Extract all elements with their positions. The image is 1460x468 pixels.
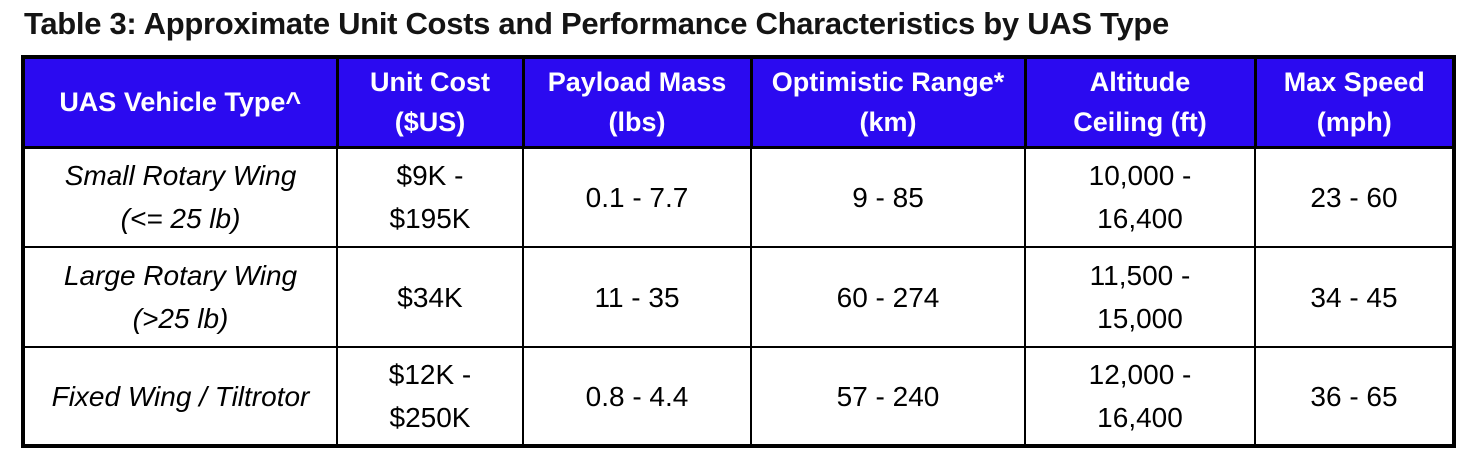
- altitude-ceiling-value: 16,400: [1097, 402, 1183, 433]
- vehicle-type-qualifier: (>25 lb): [132, 303, 229, 334]
- cell-altitude-ceiling: 11,500 - 15,000: [1024, 246, 1256, 348]
- cell-altitude-ceiling: 10,000 - 16,400: [1024, 146, 1256, 248]
- cell-payload-mass: 0.1 - 7.7: [522, 146, 752, 248]
- altitude-ceiling-value: 16,400: [1097, 203, 1183, 235]
- cell-payload-mass: 0.8 - 4.4: [522, 346, 752, 447]
- payload-mass-value: 0.1 - 7.7: [585, 181, 689, 213]
- cell-optimistic-range: 60 - 274: [750, 246, 1026, 348]
- cell-optimistic-range: 57 - 240: [750, 346, 1026, 447]
- cell-max-speed: 23 - 60: [1254, 146, 1455, 248]
- max-speed-value: 34 - 45: [1310, 281, 1398, 313]
- altitude-ceiling-value: 11,500 -: [1089, 260, 1191, 291]
- header-label: Max Speed: [1283, 67, 1425, 98]
- table-title: Table 3: Approximate Unit Costs and Perf…: [24, 6, 1169, 41]
- cell-altitude-ceiling: 12,000 - 16,400: [1024, 346, 1256, 447]
- unit-cost-value: $250K: [389, 402, 471, 433]
- header-unit-label: ($US): [394, 107, 466, 138]
- cell-optimistic-range: 9 - 85: [750, 146, 1026, 248]
- altitude-ceiling-value: 10,000 -: [1088, 160, 1192, 192]
- payload-mass-value: 0.8 - 4.4: [585, 380, 689, 412]
- max-speed-value: 23 - 60: [1310, 181, 1398, 213]
- header-unit-cost: Unit Cost ($US): [335, 55, 525, 149]
- header-altitude-ceiling: Altitude Ceiling (ft): [1023, 55, 1257, 149]
- header-label: Altitude: [1089, 67, 1191, 98]
- optimistic-range-value: 9 - 85: [852, 181, 924, 213]
- uas-cost-performance-table: UAS Vehicle Type^ Unit Cost ($US) Payloa…: [21, 55, 1456, 448]
- cell-max-speed: 36 - 65: [1254, 346, 1455, 447]
- header-label: Optimistic Range*: [771, 67, 1005, 98]
- header-label: Unit Cost: [370, 67, 490, 98]
- header-unit-label: (km): [859, 107, 917, 138]
- cell-vehicle-type: Fixed Wing / Tiltrotor: [22, 346, 338, 447]
- cell-payload-mass: 11 - 35: [522, 246, 752, 348]
- optimistic-range-value: 57 - 240: [836, 380, 940, 412]
- header-unit-label: (mph): [1316, 107, 1392, 138]
- unit-cost-value: $195K: [389, 203, 471, 235]
- cell-vehicle-type: Large Rotary Wing (>25 lb): [22, 246, 338, 348]
- header-unit-label: Ceiling (ft): [1073, 107, 1207, 138]
- cell-unit-cost: $34K: [336, 246, 524, 348]
- cell-max-speed: 34 - 45: [1254, 246, 1455, 348]
- header-unit-label: (lbs): [608, 107, 666, 138]
- header-uas-vehicle-type: UAS Vehicle Type^: [21, 55, 339, 149]
- header-payload-mass: Payload Mass (lbs): [521, 55, 753, 149]
- cell-vehicle-type: Small Rotary Wing (<= 25 lb): [22, 146, 338, 248]
- vehicle-type-name: Small Rotary Wing: [64, 160, 297, 192]
- cell-unit-cost: $9K - $195K: [336, 146, 524, 248]
- altitude-ceiling-value: 15,000: [1097, 303, 1183, 334]
- unit-cost-value: $9K -: [396, 160, 464, 192]
- header-label: Payload Mass: [547, 67, 727, 98]
- unit-cost-value: $34K: [397, 281, 463, 313]
- header-label: UAS Vehicle Type^: [59, 87, 302, 118]
- payload-mass-value: 11 - 35: [594, 281, 680, 313]
- optimistic-range-value: 60 - 274: [836, 281, 940, 313]
- cell-unit-cost: $12K - $250K: [336, 346, 524, 447]
- vehicle-type-qualifier: (<= 25 lb): [120, 203, 241, 235]
- unit-cost-value: $12K -: [388, 359, 472, 390]
- table-row-large-rotary-wing: Large Rotary Wing (>25 lb) $34K 11 - 35 …: [22, 246, 1455, 348]
- header-row: UAS Vehicle Type^ Unit Cost ($US) Payloa…: [21, 55, 1456, 149]
- table-row-small-rotary-wing: Small Rotary Wing (<= 25 lb) $9K - $195K…: [22, 146, 1455, 248]
- vehicle-type-name: Large Rotary Wing: [63, 260, 298, 291]
- table-row-fixed-wing-tiltrotor: Fixed Wing / Tiltrotor $12K - $250K 0.8 …: [22, 346, 1455, 447]
- header-optimistic-range: Optimistic Range* (km): [749, 55, 1027, 149]
- max-speed-value: 36 - 65: [1310, 380, 1398, 412]
- vehicle-type-name: Fixed Wing / Tiltrotor: [51, 380, 310, 412]
- altitude-ceiling-value: 12,000 -: [1088, 359, 1192, 390]
- header-max-speed: Max Speed (mph): [1253, 55, 1456, 149]
